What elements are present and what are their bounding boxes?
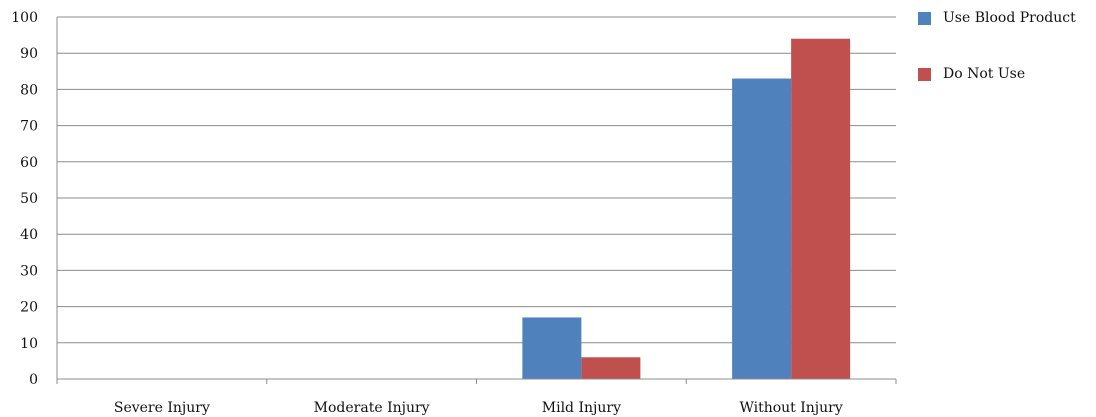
y-tick-label-60: 60	[20, 155, 38, 171]
x-tick-label-mild-injury: Mild Injury	[542, 400, 621, 416]
legend-label-do-not-use: Do Not Use	[943, 66, 1026, 82]
x-axis-tick-labels: Severe Injury Moderate Injury Mild Injury W…	[114, 400, 843, 416]
bar-use-blood-product-without-injury	[732, 78, 792, 379]
y-axis-tick-labels: 0 10 20 30 40 50 60 70 80 90 100	[11, 10, 38, 388]
bars	[522, 38, 851, 379]
axes	[56, 17, 897, 384]
y-tick-label-30: 30	[20, 263, 38, 279]
legend-swatch-do-not-use	[918, 67, 931, 81]
y-tick-label-20: 20	[20, 300, 38, 316]
y-tick-label-90: 90	[20, 46, 38, 62]
legend-item-do-not-use: Do Not Use	[918, 64, 1076, 84]
legend-swatch-use-blood-product	[918, 11, 931, 25]
y-tick-label-40: 40	[20, 227, 38, 243]
legend-label-use-blood-product: Use Blood Product	[943, 10, 1076, 26]
x-tick-label-moderate-injury: Moderate Injury	[314, 400, 430, 416]
legend-item-use-blood-product: Use Blood Product	[918, 8, 1076, 28]
legend: Use Blood Product Do Not Use	[918, 8, 1076, 120]
x-tick-label-severe-injury: Severe Injury	[114, 400, 210, 416]
bar-do-not-use-without-injury	[791, 38, 851, 379]
bar-use-blood-product-mild-injury	[522, 317, 582, 379]
x-tick-label-without-injury: Without Injury	[739, 400, 842, 416]
y-tick-label-50: 50	[20, 191, 38, 207]
y-tick-label-10: 10	[20, 336, 38, 352]
bar-do-not-use-mild-injury	[581, 357, 641, 379]
y-tick-label-0: 0	[29, 372, 38, 388]
y-tick-label-80: 80	[20, 82, 38, 98]
y-tick-label-70: 70	[20, 119, 38, 135]
grid-lines	[57, 16, 896, 344]
y-tick-label-100: 100	[11, 10, 38, 26]
